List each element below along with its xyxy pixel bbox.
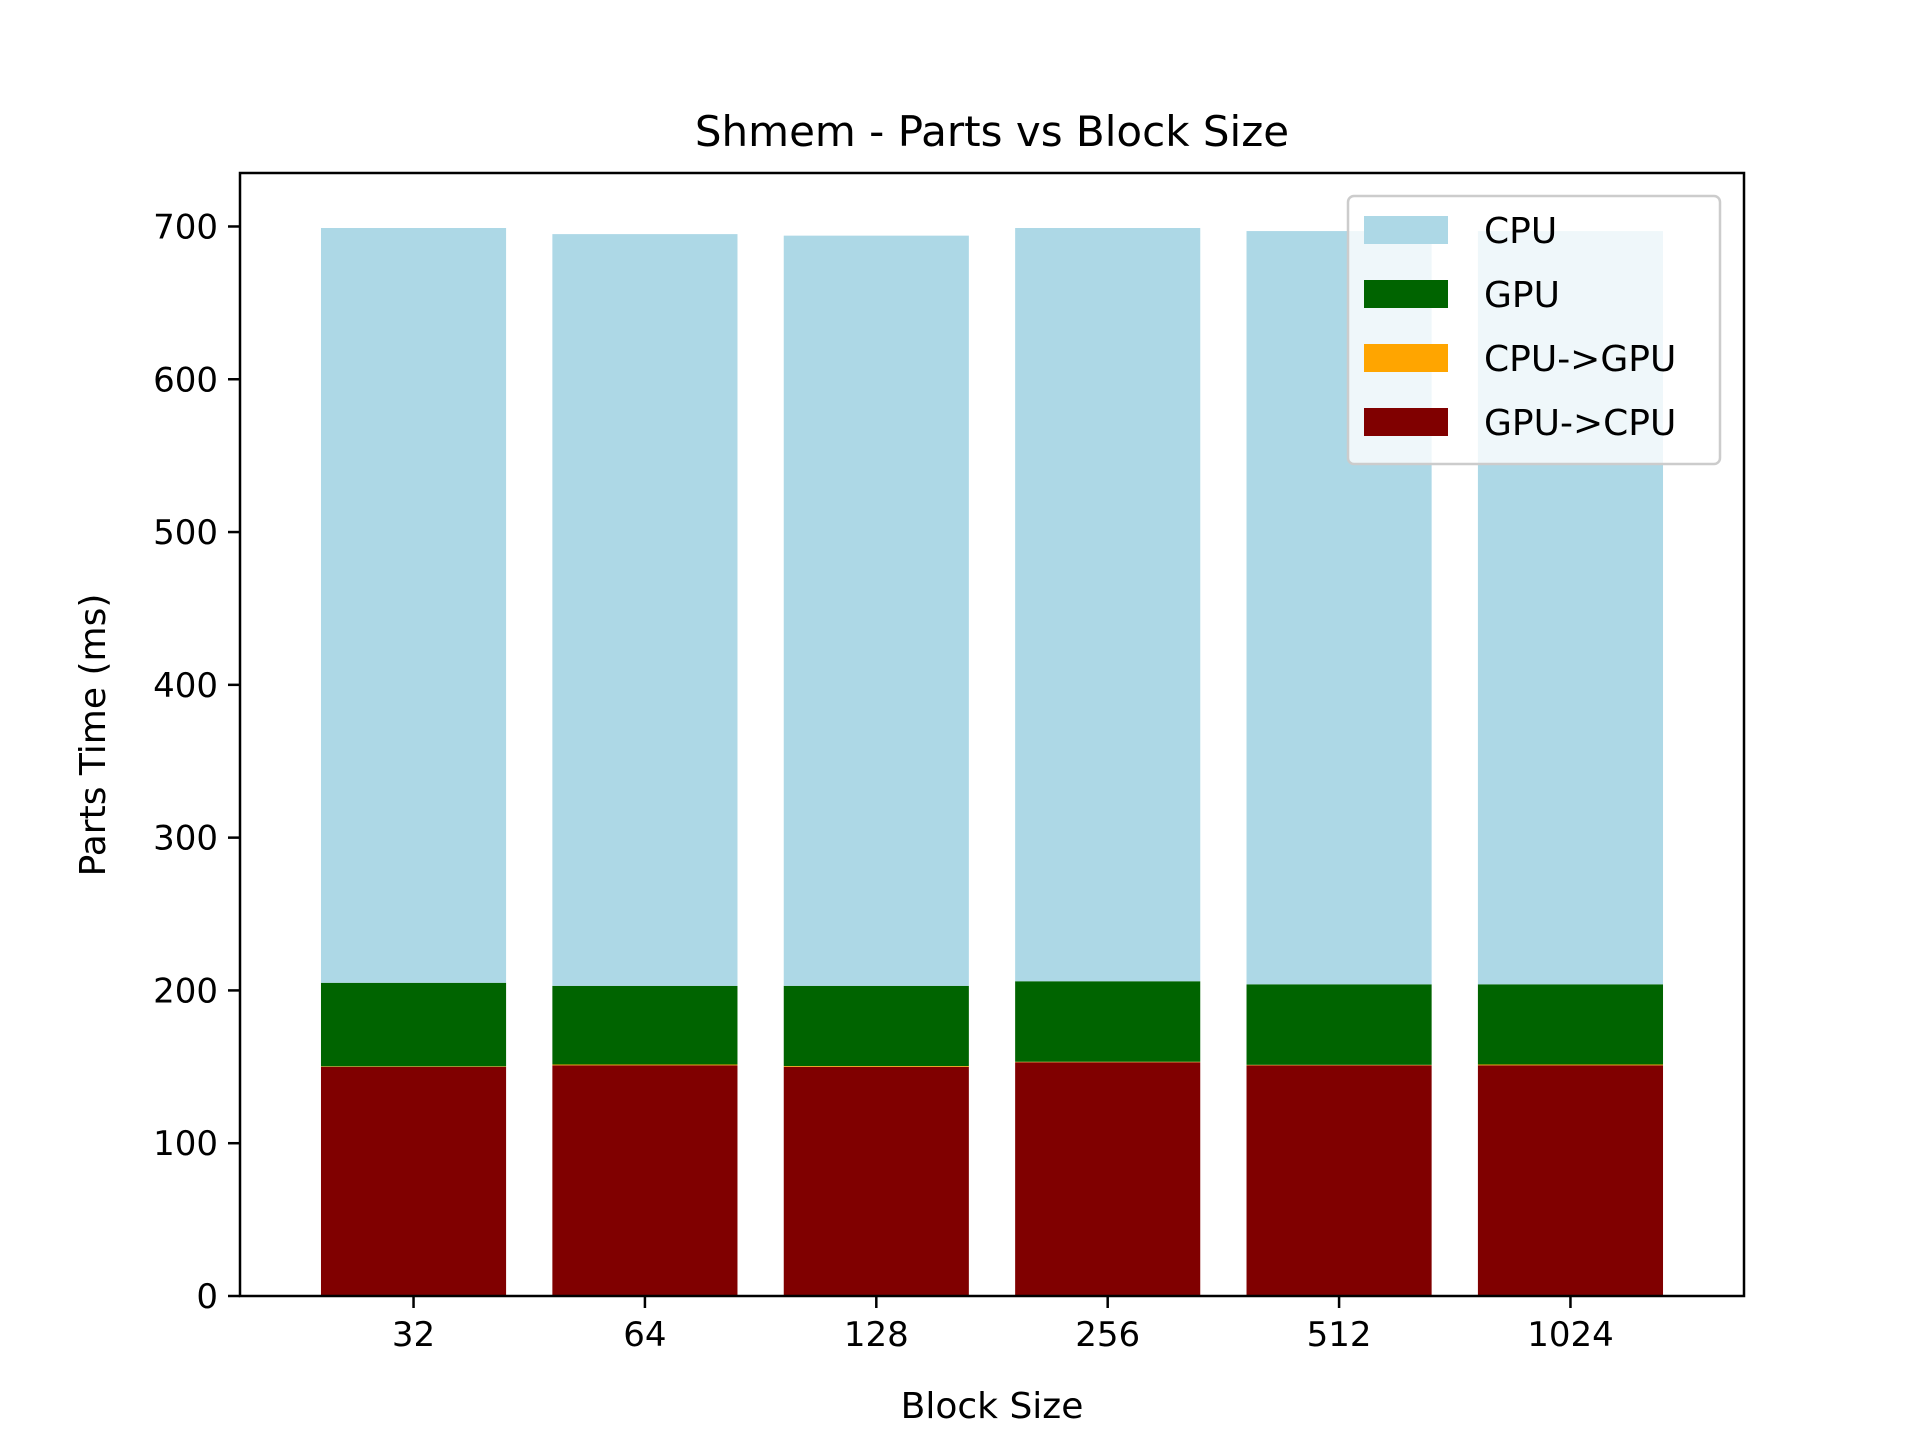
bar-gpu-1024 xyxy=(1477,984,1664,1065)
y-tick-label: 100 xyxy=(153,1124,218,1164)
bar-cpu-32 xyxy=(320,228,507,983)
x-axis-label: Block Size xyxy=(901,1386,1084,1427)
bar-gpu-cpu-128 xyxy=(783,1066,969,1296)
plot-frame xyxy=(238,171,1746,1298)
legend-swatch xyxy=(1364,408,1448,436)
legend-label: GPU->CPU xyxy=(1484,403,1676,444)
bar-cpu-256 xyxy=(1015,228,1201,982)
y-tick-label: 0 xyxy=(196,1277,218,1317)
y-tick-label: 700 xyxy=(153,207,218,247)
bar-gpu-256 xyxy=(1015,981,1201,1062)
x-tick-label: 256 xyxy=(1075,1315,1140,1355)
bar-gpu-32 xyxy=(320,982,507,1067)
x-tick-label: 128 xyxy=(844,1315,909,1355)
x-tick-label: 32 xyxy=(392,1315,435,1355)
chart-title: Shmem - Parts vs Block Size xyxy=(695,107,1289,156)
y-tick-label: 600 xyxy=(153,360,218,400)
x-tick-label: 1024 xyxy=(1527,1315,1614,1355)
legend-swatch xyxy=(1364,344,1448,372)
y-tick-label: 500 xyxy=(153,513,218,553)
bar-cpu-gpu-128 xyxy=(783,1066,969,1067)
bar-gpu-128 xyxy=(783,985,969,1067)
y-tick-label: 400 xyxy=(153,666,218,706)
bars-layer xyxy=(320,228,1664,1296)
y-axis: 0 100 200 300 400 500 600 700 xyxy=(153,207,240,1317)
y-tick-label: 200 xyxy=(153,971,218,1011)
legend-label: CPU->GPU xyxy=(1484,339,1676,380)
y-tick-label: 300 xyxy=(153,819,218,859)
bar-gpu-cpu-1024 xyxy=(1477,1065,1664,1296)
bar-gpu-cpu-64 xyxy=(552,1065,738,1296)
legend-box xyxy=(1346,194,1722,466)
x-axis: 32 64 128 256 512 1024 xyxy=(392,1296,1614,1355)
bar-gpu-cpu-32 xyxy=(320,1066,507,1296)
y-axis-label: Parts Time (ms) xyxy=(73,594,114,877)
bar-cpu-64 xyxy=(552,234,738,986)
legend: CPU GPU CPU->GPU GPU->CPU xyxy=(1346,194,1722,466)
bar-cpu-128 xyxy=(783,235,969,986)
legend-swatch xyxy=(1364,280,1448,308)
legend-label: GPU xyxy=(1484,275,1560,316)
x-tick-label: 512 xyxy=(1307,1315,1372,1355)
bar-cpu-gpu-64 xyxy=(552,1064,738,1066)
legend-label: CPU xyxy=(1484,211,1557,252)
x-tick-label: 64 xyxy=(623,1315,666,1355)
bar-gpu-cpu-512 xyxy=(1246,1065,1432,1296)
bar-cpu-gpu-1024 xyxy=(1477,1064,1664,1066)
bar-gpu-cpu-256 xyxy=(1015,1062,1201,1296)
bar-gpu-512 xyxy=(1246,984,1432,1065)
bar-gpu-64 xyxy=(552,985,738,1065)
legend-swatch xyxy=(1364,216,1448,244)
